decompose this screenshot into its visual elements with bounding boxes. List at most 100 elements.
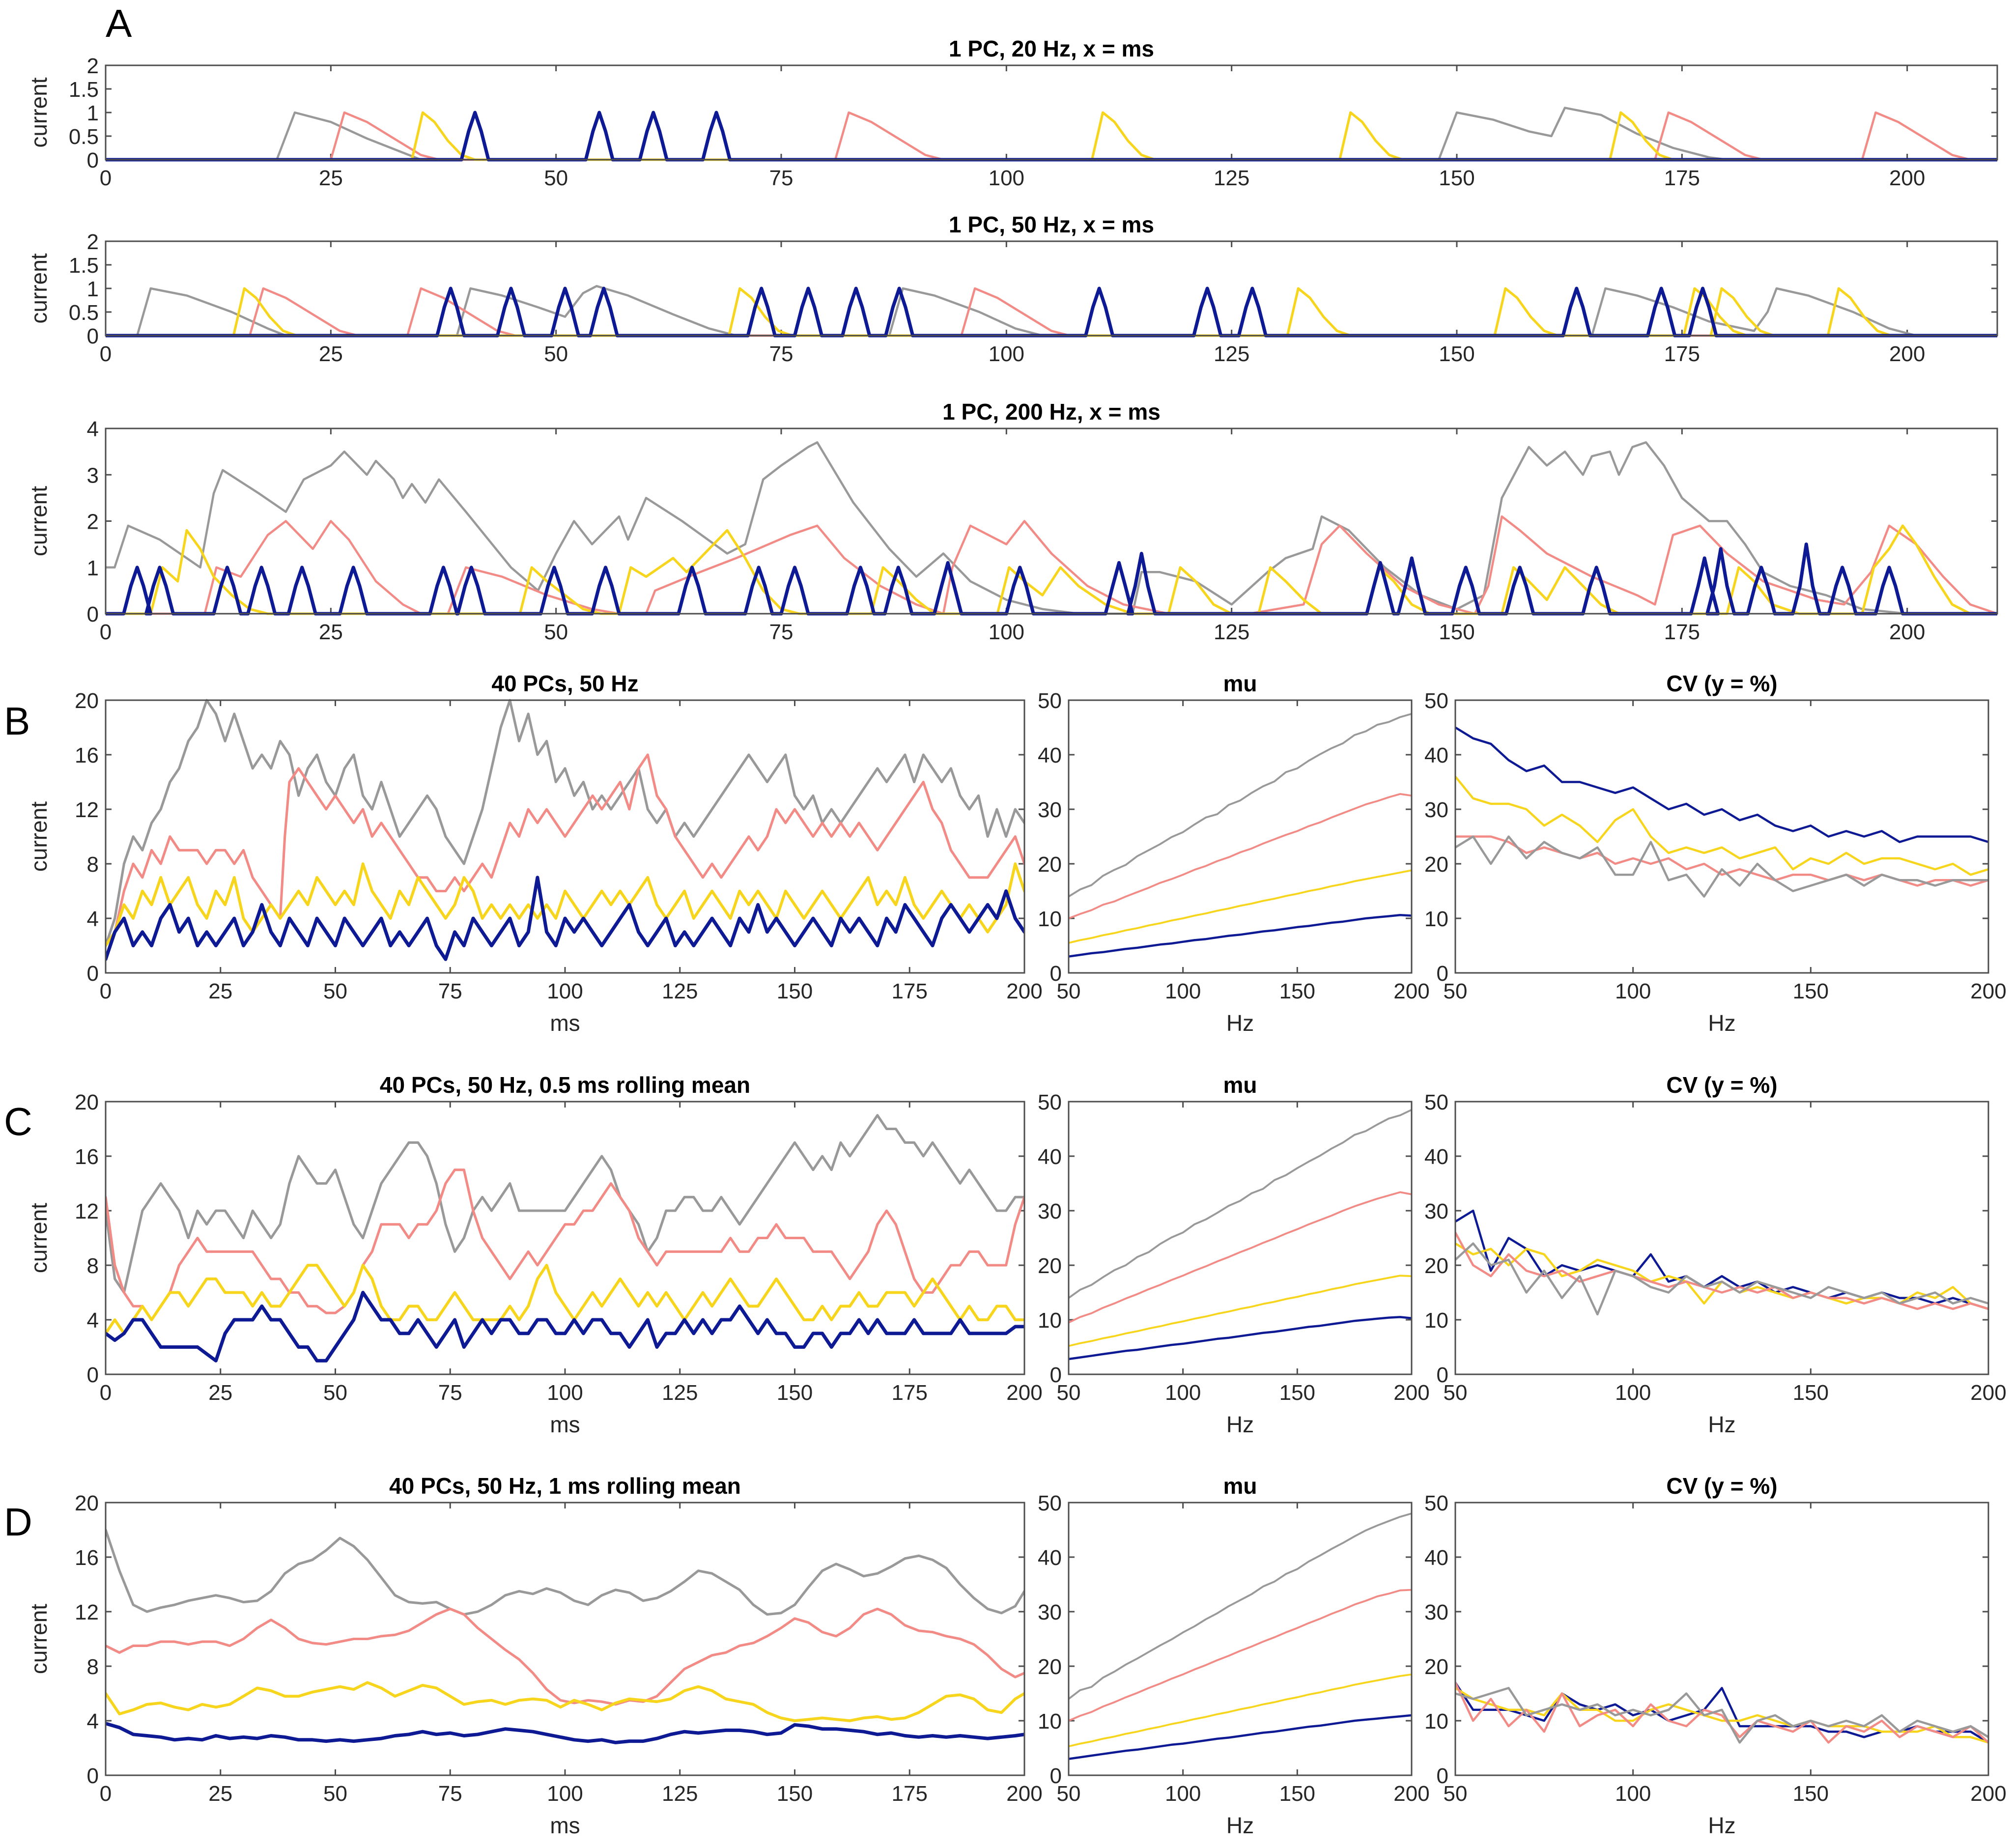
series-line-gray <box>1455 1687 1988 1744</box>
chart-title-c2: mu <box>1223 1072 1257 1098</box>
y-tick-label: 50 <box>1424 1491 1448 1515</box>
x-tick-label: 100 <box>1615 1782 1651 1806</box>
x-tick-label: 50 <box>544 620 568 644</box>
chart-b2: mu 50 100 150 200 0 10 20 30 40 50 Hz <box>1038 671 1430 1036</box>
plot-frame-b3 <box>1454 699 1989 974</box>
y-tick-label: 12 <box>75 798 99 822</box>
y-tick-label: 4 <box>87 907 99 931</box>
x-tick-label: 50 <box>1444 979 1468 1003</box>
x-tick-label: 100 <box>989 620 1024 644</box>
series-line-salmon <box>1069 1191 1412 1324</box>
panel-label-a: A <box>106 1 132 45</box>
chart-title-a1: 1 PC, 20 Hz, x = ms <box>949 36 1154 61</box>
y-tick-label: 2 <box>87 510 99 534</box>
series-group-a3 <box>106 441 1997 616</box>
y-tick-label: 30 <box>1424 798 1448 822</box>
x-tick-label: 150 <box>1279 1782 1315 1806</box>
x-tick-label: 25 <box>319 620 343 644</box>
x-tick-label: 50 <box>1057 979 1081 1003</box>
y-axis-label-a2: current <box>26 253 52 323</box>
y-tick-label: 40 <box>1038 1546 1062 1570</box>
plot-frame-b1 <box>105 699 1025 974</box>
series-line-navy <box>106 286 1997 338</box>
x-tick-label: 100 <box>989 166 1024 190</box>
x-axis-label-b3: Hz <box>1708 1010 1735 1036</box>
x-tick-label: 200 <box>1970 979 2006 1003</box>
plot-frame-c1 <box>105 1101 1025 1375</box>
series-line-salmon <box>1069 1589 1412 1722</box>
x-axis-label-c3: Hz <box>1708 1412 1735 1437</box>
chart-a2: 1 PC, 50 Hz, x = ms0 25 50 75 100 125 150 175 20… <box>26 212 1998 366</box>
series-line-yellow <box>1455 775 1988 876</box>
chart-d1: 40 PCs, 50 Hz, 1 ms rolling mean 0 25 50 75 1… <box>26 1473 1043 1838</box>
y-tick-label: 0 <box>87 1764 99 1788</box>
x-tick-label: 150 <box>777 979 813 1003</box>
y-tick-label: 0.5 <box>69 125 99 149</box>
x-axis-label-d3: Hz <box>1708 1813 1735 1838</box>
series-line-gray <box>1455 1242 1988 1316</box>
series-line-gray <box>1069 1109 1412 1299</box>
chart-title-d2: mu <box>1223 1473 1257 1499</box>
x-tick-label: 200 <box>1393 1782 1429 1806</box>
y-tick-label: 8 <box>87 853 99 877</box>
y-tick-label: 30 <box>1424 1199 1448 1223</box>
y-tick-label: 20 <box>75 689 99 713</box>
x-tick-label: 100 <box>1615 979 1651 1003</box>
y-tick-label: 20 <box>1038 1254 1062 1278</box>
series-group-c3 <box>1455 1209 1988 1316</box>
y-tick-label: 12 <box>75 1600 99 1624</box>
y-tick-label: 40 <box>1424 1145 1448 1169</box>
y-tick-label: 16 <box>75 1546 99 1570</box>
y-tick-label: 8 <box>87 1655 99 1679</box>
series-line-salmon <box>106 111 1997 161</box>
series-line-gray <box>106 1114 1024 1294</box>
y-axis-label-d1: current <box>26 1604 52 1674</box>
series-line-gray <box>106 699 1024 947</box>
y-tick-label: 20 <box>1038 1655 1062 1679</box>
x-axis-label-d2: Hz <box>1226 1813 1254 1838</box>
series-line-navy <box>1069 1714 1412 1760</box>
x-tick-label: 200 <box>1006 1381 1042 1405</box>
y-tick-label: 0 <box>1437 1363 1448 1387</box>
y-tick-label: 8 <box>87 1254 99 1278</box>
chart-c3: CV (y = %) 50 100 150 200 0 10 20 30 40 50 Hz <box>1424 1072 2007 1437</box>
chart-title-b2: mu <box>1223 671 1257 696</box>
y-tick-label: 50 <box>1038 1491 1062 1515</box>
y-tick-label: 20 <box>75 1090 99 1114</box>
charts-layer: 1 PC, 20 Hz, x = ms0 25 50 75 100 125 150 175 20… <box>26 36 2007 1838</box>
y-tick-label: 40 <box>1424 1546 1448 1570</box>
y-tick-label: 20 <box>1424 853 1448 877</box>
series-group-d3 <box>1455 1681 1988 1744</box>
plot-frame-d3 <box>1454 1502 1989 1776</box>
y-axis-label-a1: current <box>26 77 52 147</box>
series-line-salmon <box>1455 1681 1988 1744</box>
series-line-salmon <box>1069 793 1412 919</box>
plot-frame-c3 <box>1454 1101 1989 1375</box>
y-tick-label: 2 <box>87 54 99 78</box>
panel-label-c: C <box>4 1100 32 1143</box>
plot-frame-a1 <box>105 64 1998 161</box>
series-line-yellow <box>1069 1275 1412 1347</box>
x-tick-label: 75 <box>769 620 793 644</box>
x-tick-label: 150 <box>1439 342 1474 366</box>
series-group-b2 <box>1069 712 1412 958</box>
series-line-salmon <box>106 753 1024 947</box>
x-tick-label: 100 <box>547 1782 583 1806</box>
x-axis-label-c2: Hz <box>1226 1412 1254 1437</box>
series-line-yellow <box>1069 1673 1412 1748</box>
chart-a1: 1 PC, 20 Hz, x = ms0 25 50 75 100 125 150 175 20… <box>26 36 1998 190</box>
y-tick-label: 30 <box>1424 1600 1448 1624</box>
x-tick-label: 50 <box>1444 1782 1468 1806</box>
x-tick-label: 50 <box>323 979 347 1003</box>
y-tick-label: 10 <box>1424 907 1448 931</box>
y-tick-label: 2 <box>87 230 99 254</box>
x-tick-label: 25 <box>319 342 343 366</box>
series-line-yellow <box>1069 869 1412 944</box>
y-tick-label: 10 <box>1038 1308 1062 1333</box>
series-line-gray <box>106 1528 1024 1616</box>
series-group-c2 <box>1069 1109 1412 1361</box>
y-tick-label: 40 <box>1038 743 1062 768</box>
y-tick-label: 16 <box>75 1145 99 1169</box>
y-tick-label: 10 <box>1424 1308 1448 1333</box>
plot-frame-d2 <box>1068 1502 1413 1776</box>
